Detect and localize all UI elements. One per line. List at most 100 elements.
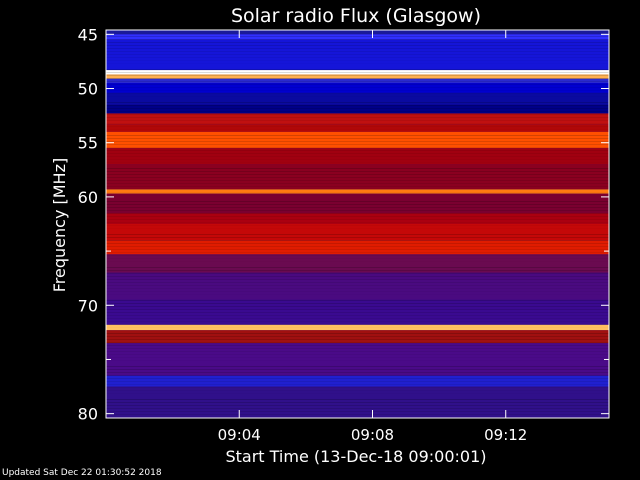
frequency-band — [106, 131, 609, 149]
texture-stripe — [106, 345, 609, 346]
texture-stripe — [106, 252, 609, 253]
texture-stripe — [106, 303, 609, 304]
frequency-band — [106, 254, 609, 273]
frequency-band — [106, 78, 609, 84]
texture-stripe — [106, 282, 609, 283]
texture-stripe — [106, 180, 609, 181]
texture-stripe — [106, 177, 609, 178]
texture-stripe — [106, 273, 609, 274]
texture-stripe — [106, 93, 609, 94]
texture-stripe — [106, 84, 609, 85]
texture-stripe — [106, 150, 609, 151]
texture-stripe — [106, 138, 609, 139]
texture-stripe — [106, 414, 609, 415]
texture-stripe — [106, 207, 609, 208]
frequency-band — [106, 386, 609, 418]
texture-stripe — [106, 285, 609, 286]
texture-stripe — [106, 402, 609, 403]
x-tick-label: 09:08 — [351, 426, 394, 444]
frequency-band — [106, 189, 609, 194]
texture-stripe — [106, 267, 609, 268]
texture-stripe — [106, 237, 609, 238]
texture-stripe — [106, 324, 609, 325]
texture-stripe — [106, 405, 609, 406]
texture-stripe — [106, 45, 609, 46]
frequency-band — [106, 148, 609, 165]
texture-stripe — [106, 117, 609, 118]
texture-stripe — [106, 225, 609, 226]
x-axis-label: Start Time (13-Dec-18 09:00:01) — [225, 447, 486, 466]
texture-stripe — [106, 156, 609, 157]
texture-stripe — [106, 114, 609, 115]
frequency-band — [106, 240, 609, 255]
texture-stripe — [106, 51, 609, 52]
frequency-band — [106, 104, 609, 114]
texture-stripe — [106, 315, 609, 316]
texture-stripe — [106, 276, 609, 277]
texture-stripe — [106, 126, 609, 127]
texture-stripe — [106, 360, 609, 361]
texture-stripe — [106, 390, 609, 391]
texture-stripe — [106, 294, 609, 295]
plot-frame — [105, 29, 610, 419]
texture-stripe — [106, 195, 609, 196]
texture-stripe — [106, 108, 609, 109]
frequency-band — [106, 375, 609, 387]
texture-stripe — [106, 333, 609, 334]
frequency-band — [106, 113, 609, 125]
texture-stripe — [106, 321, 609, 322]
texture-stripe — [106, 369, 609, 370]
frequency-band — [106, 70, 609, 75]
texture-stripe — [106, 246, 609, 247]
texture-stripe — [106, 387, 609, 388]
texture-stripe — [106, 174, 609, 175]
texture-stripe — [106, 204, 609, 205]
texture-stripe — [106, 57, 609, 58]
texture-stripe — [106, 411, 609, 412]
texture-stripe — [106, 63, 609, 64]
frequency-band — [106, 299, 609, 325]
x-tick-label: 09:12 — [484, 426, 527, 444]
texture-stripe — [106, 201, 609, 202]
texture-stripe — [106, 300, 609, 301]
texture-stripe — [106, 183, 609, 184]
texture-stripe — [106, 357, 609, 358]
texture-stripe — [106, 189, 609, 190]
texture-stripe — [106, 336, 609, 337]
frequency-band — [106, 164, 609, 190]
texture-stripe — [106, 81, 609, 82]
texture-stripe — [106, 243, 609, 244]
x-axis: 09:04 09:08 09:12 — [218, 30, 527, 444]
texture-stripe — [106, 348, 609, 349]
texture-stripe — [106, 75, 609, 76]
frequency-band — [106, 213, 609, 224]
frequency-band — [106, 193, 609, 214]
texture-stripe — [106, 60, 609, 61]
chart-title: Solar radio Flux (Glasgow) — [231, 5, 481, 27]
y-tick-label: 70 — [78, 296, 98, 315]
texture-stripe — [106, 210, 609, 211]
texture-stripe — [106, 96, 609, 97]
y-tick-label: 80 — [78, 405, 98, 424]
texture-stripe — [106, 153, 609, 154]
texture-stripe — [106, 378, 609, 379]
frequency-band — [106, 124, 609, 132]
texture-stripe — [106, 318, 609, 319]
y-tick-label: 55 — [78, 134, 98, 153]
frequency-band — [106, 224, 609, 241]
texture-stripe — [106, 228, 609, 229]
frequency-band — [106, 324, 609, 331]
frequency-band — [106, 92, 609, 105]
frequency-band — [106, 330, 609, 344]
texture-stripe — [106, 144, 609, 145]
texture-stripe — [106, 111, 609, 112]
texture-stripe — [106, 36, 609, 37]
texture-stripe — [106, 192, 609, 193]
texture-stripe — [106, 270, 609, 271]
texture-stripe — [106, 306, 609, 307]
texture-stripe — [106, 219, 609, 220]
texture-stripe — [106, 213, 609, 214]
texture-stripe — [106, 162, 609, 163]
texture-stripe — [106, 399, 609, 400]
